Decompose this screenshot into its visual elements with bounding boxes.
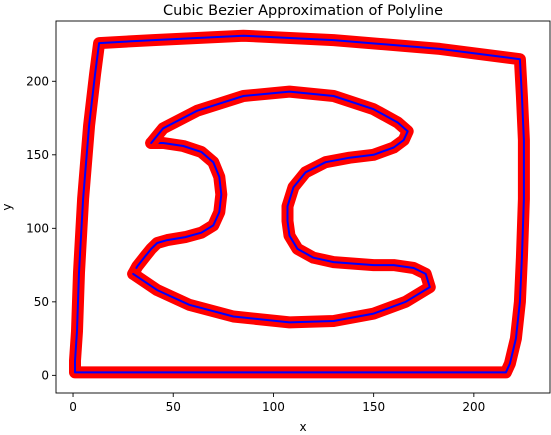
y-axis: 0 50 100 150 200 bbox=[26, 74, 56, 382]
x-tick-label: 200 bbox=[462, 400, 485, 414]
plot-frame bbox=[55, 20, 551, 394]
x-axis: 0 50 100 150 200 bbox=[69, 393, 485, 414]
curve-thin-2 bbox=[132, 142, 223, 275]
x-tick-label: 0 bbox=[69, 400, 77, 414]
chart-title: Cubic Bezier Approximation of Polyline bbox=[163, 3, 443, 19]
curve-thick-3 bbox=[127, 85, 436, 329]
y-tick-label: 150 bbox=[26, 148, 49, 162]
y-axis-label: y bbox=[0, 203, 14, 210]
y-tick-label: 200 bbox=[26, 74, 49, 88]
curve-thin-3 bbox=[132, 90, 431, 324]
x-tick-label: 100 bbox=[262, 400, 285, 414]
y-tick-label: 100 bbox=[26, 221, 49, 235]
y-tick-label: 0 bbox=[41, 368, 49, 382]
x-axis-label: x bbox=[299, 420, 306, 434]
curve-thin-1 bbox=[74, 34, 525, 374]
plot-lines bbox=[69, 29, 530, 379]
y-tick-label: 50 bbox=[34, 295, 49, 309]
x-tick-label: 150 bbox=[362, 400, 385, 414]
x-tick-label: 50 bbox=[166, 400, 181, 414]
